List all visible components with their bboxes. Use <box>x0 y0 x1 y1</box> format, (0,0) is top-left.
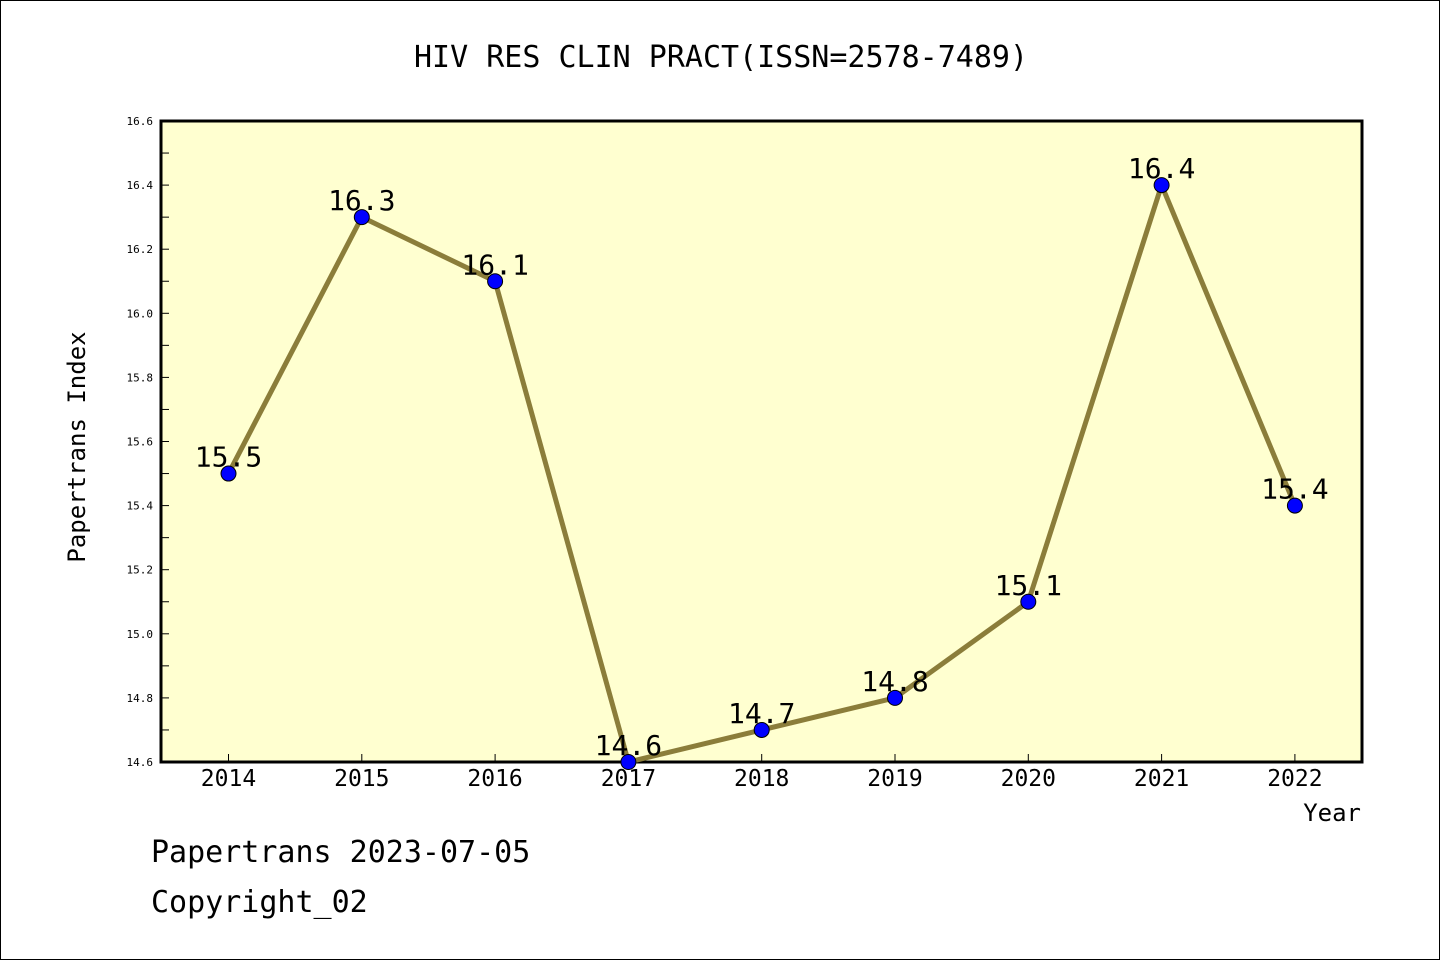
chart-title: HIV RES CLIN PRACT(ISSN=2578-7489) <box>414 40 1028 75</box>
data-point-label: 16.4 <box>1128 152 1195 185</box>
x-tick-label: 2017 <box>601 766 656 792</box>
y-tick-label: 16.2 <box>127 243 154 256</box>
y-tick-label: 15.2 <box>127 564 154 577</box>
data-point-label: 15.1 <box>995 569 1062 602</box>
y-tick-label: 15.0 <box>127 628 154 641</box>
x-tick-label: 2016 <box>467 766 522 792</box>
x-axis-label: Year <box>1303 799 1361 827</box>
x-tick-label: 2014 <box>201 766 256 792</box>
footer-date: Papertrans 2023-07-05 <box>151 835 531 870</box>
data-point-marker <box>620 754 637 770</box>
data-point-marker <box>353 209 370 226</box>
data-point-marker <box>1020 593 1037 610</box>
x-tick-label: 2018 <box>734 766 789 792</box>
data-point-label: 15.5 <box>195 441 262 474</box>
data-point-label: 15.4 <box>1261 473 1328 506</box>
data-point-marker <box>220 465 237 482</box>
plot-area <box>159 119 1364 764</box>
y-tick-label: 16.6 <box>127 115 154 128</box>
x-tick-label: 2021 <box>1134 766 1189 792</box>
y-tick-label: 15.8 <box>127 371 154 384</box>
footer-copyright: Copyright_02 <box>151 885 368 920</box>
y-tick-label: 15.6 <box>127 436 154 449</box>
data-point-label: 14.8 <box>861 665 928 698</box>
data-point-marker <box>753 721 770 738</box>
data-point-marker <box>1153 177 1170 194</box>
y-axis-ticks: 14.6 14.8 15.0 15.2 15.4 15.6 15.8 16.0 16.2 16.4… <box>127 115 169 769</box>
y-axis-label: Papertrans Index <box>63 331 91 562</box>
series-line-group: 15.5 16.3 16.1 14.6 14.7 14.8 15.1 16.4 15.4 <box>195 152 1329 770</box>
y-tick-label: 14.6 <box>127 756 154 769</box>
y-tick-label: 14.8 <box>127 692 154 705</box>
data-point-marker <box>1286 497 1303 514</box>
data-point-marker <box>487 273 504 290</box>
data-point-marker <box>887 689 903 706</box>
y-tick-label: 16.0 <box>127 307 154 320</box>
data-point-label: 16.3 <box>328 184 395 217</box>
x-tick-label: 2020 <box>1001 766 1056 792</box>
x-axis-ticks: 2014 2015 2016 2017 2018 2019 2020 2021 2022 <box>201 754 1323 792</box>
data-point-label: 16.1 <box>461 248 528 281</box>
x-tick-label: 2019 <box>867 766 922 792</box>
x-tick-label: 2022 <box>1267 766 1322 792</box>
data-point-label: 14.7 <box>728 697 795 730</box>
y-tick-label: 16.4 <box>127 179 154 192</box>
y-tick-label: 15.4 <box>127 500 154 513</box>
x-tick-label: 2015 <box>334 766 389 792</box>
data-point-label: 14.6 <box>595 729 662 762</box>
